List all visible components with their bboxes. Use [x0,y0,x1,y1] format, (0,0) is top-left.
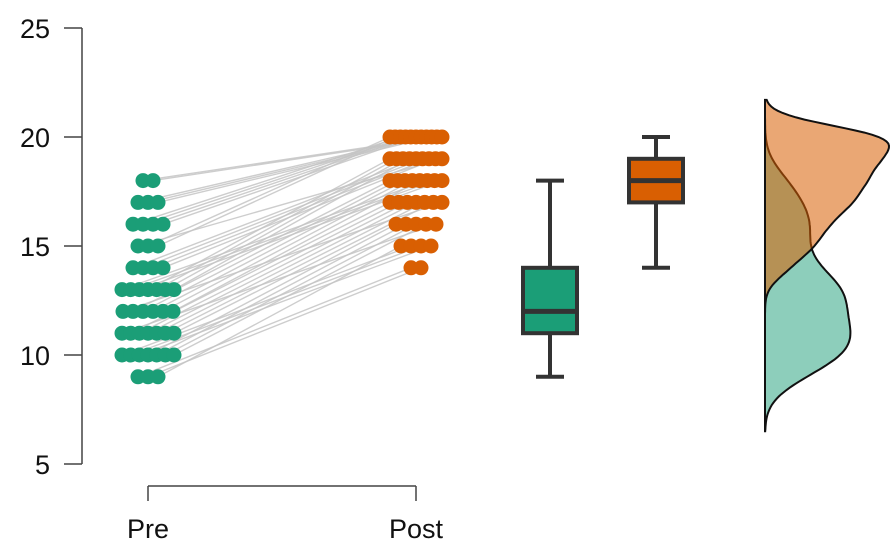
point-pre [150,194,166,210]
y-tick-label: 25 [20,14,50,44]
box-pre [521,265,579,336]
point-pre [150,238,166,254]
paired-line [162,179,413,313]
paired-line [165,201,425,334]
paired-line [147,223,397,356]
point-pre [166,282,182,298]
paired-line [173,223,427,356]
paired-line [157,136,432,204]
y-tick-label: 20 [20,123,50,153]
paired-line [156,201,417,334]
paired-line [142,158,423,269]
point-post [434,194,450,210]
paired-line [157,245,402,378]
paired-line [162,136,417,225]
boxplots [521,135,685,379]
y-tick-label: 15 [20,232,50,262]
paired-line [132,158,417,269]
point-post [434,151,450,167]
paired-line [147,158,391,291]
data-points [114,129,450,385]
paired-line [147,201,408,334]
paired-line [147,136,427,204]
paired-line [172,179,421,313]
y-tick-label: 5 [35,450,50,480]
paired-line [152,158,430,269]
paired-line [156,223,407,356]
paired-line [173,158,410,291]
point-pre [166,325,182,341]
paired-line [137,267,412,378]
point-pre [166,347,182,363]
x-axis: Pre Post [127,485,444,540]
point-pre [145,173,161,189]
paired-line [142,136,437,182]
density-curves [764,98,891,433]
point-post [434,129,450,145]
paired-line [156,158,397,291]
paired-lines [121,136,443,378]
paired-line [139,201,399,334]
paired-line [164,158,404,291]
paired-line [147,267,422,378]
x-tick-label-pre: Pre [127,514,169,540]
paired-line [152,179,406,313]
point-pre [165,303,181,319]
point-pre [155,260,171,276]
point-pre [150,369,166,385]
point-post [423,238,439,254]
paired-line [121,179,428,291]
point-post [428,216,444,232]
point-post [434,173,450,189]
paired-line [139,245,432,356]
y-tick-label: 10 [20,341,50,371]
x-tick-label-post: Post [389,514,444,540]
point-pre [155,216,171,232]
paired-line [142,179,398,313]
point-post [413,260,429,276]
y-axis: 5 10 15 20 25 [20,14,83,480]
